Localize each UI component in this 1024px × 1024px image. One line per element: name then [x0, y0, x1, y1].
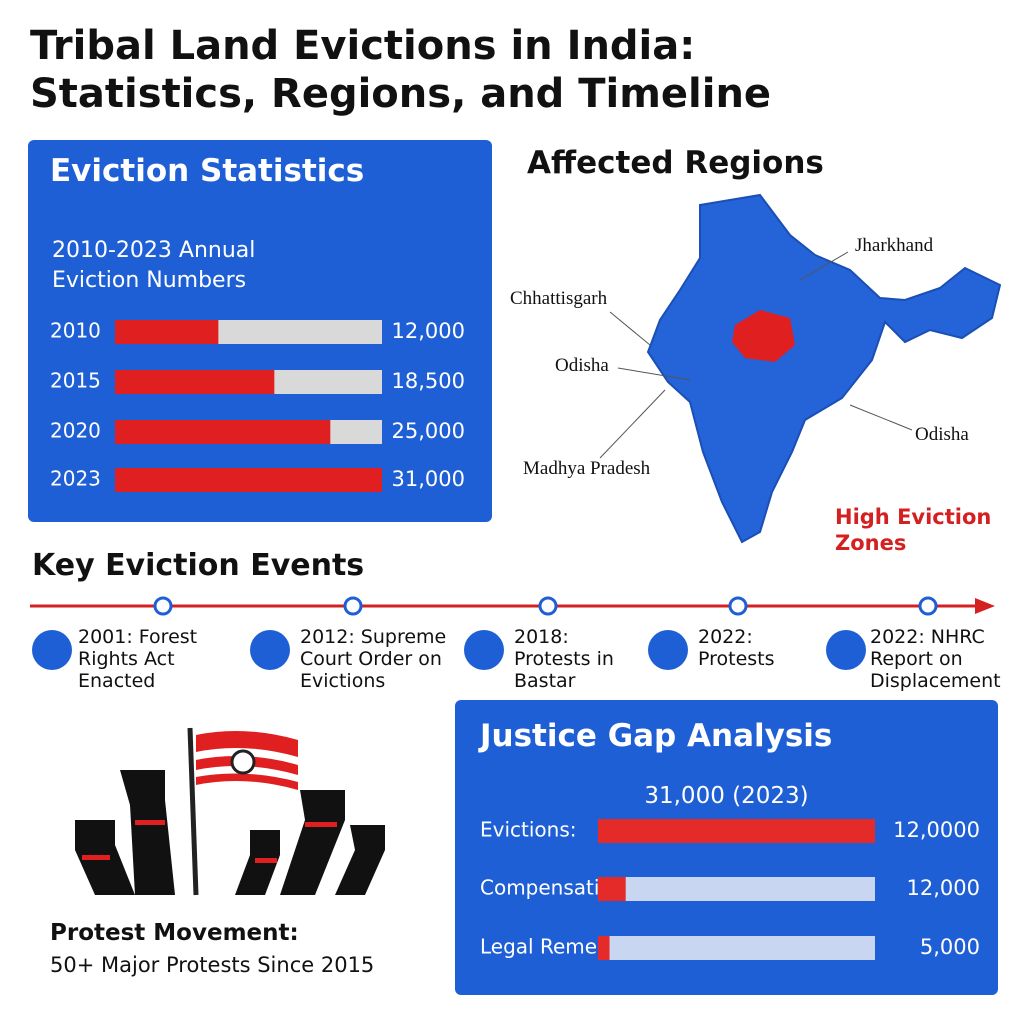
event-label: 2001: Forest Rights Act Enacted — [78, 626, 198, 692]
bar — [115, 370, 275, 394]
map-legend: High Eviction Zones — [835, 505, 992, 555]
event-icon — [648, 630, 688, 670]
timeline-title: Key Eviction Events — [32, 548, 365, 583]
value-label: 18,500 — [392, 369, 465, 393]
timeline-arrow — [975, 598, 995, 614]
bar — [598, 819, 875, 843]
title-line: Tribal Land Evictions in India: — [30, 23, 696, 69]
bar — [115, 420, 331, 444]
bar — [598, 877, 626, 901]
leader-line — [617, 367, 691, 381]
india-map — [646, 193, 1002, 544]
category-label: Evictions: — [480, 818, 577, 842]
leader-line — [599, 389, 666, 459]
protest-illustration — [75, 727, 385, 896]
timeline-dot — [728, 596, 748, 616]
bar — [598, 936, 610, 960]
leader-line — [799, 251, 849, 281]
event-label: 2022: NHRC Report on Displacement — [870, 626, 1001, 692]
chart-subtitle: 31,000 (2023) — [644, 783, 809, 809]
bar — [115, 320, 219, 344]
bar-track — [598, 936, 875, 960]
high-eviction-zone — [732, 310, 795, 362]
chart-subtitle: 2010-2023 Annual Eviction Numbers — [52, 238, 256, 293]
event-icon — [250, 630, 290, 670]
category-label: 2015 — [50, 369, 101, 393]
value-label: 12,000 — [392, 319, 465, 343]
leader-lines — [599, 251, 913, 459]
leader-line — [849, 404, 913, 431]
panel-title: Eviction Statistics — [50, 153, 365, 189]
map-label: Odisha — [555, 355, 609, 376]
map-label: Madhya Pradesh — [523, 458, 651, 479]
map-label: Chhattisgarh — [510, 288, 608, 309]
timeline-dots — [153, 596, 938, 616]
category-label: 2010 — [50, 319, 101, 343]
map-label: Jharkhand — [855, 235, 934, 256]
value-label: 12,000 — [907, 876, 980, 900]
protest-title: Protest Movement: — [50, 920, 299, 946]
bar — [115, 468, 382, 492]
timeline-dot — [343, 596, 363, 616]
justice-panel — [455, 700, 998, 995]
category-label: 2023 — [50, 467, 101, 491]
map-title: Affected Regions — [527, 145, 824, 181]
category-label: 2020 — [50, 419, 101, 443]
bar-track — [598, 877, 875, 901]
event-icon — [464, 630, 504, 670]
value-label: 25,000 — [392, 419, 465, 443]
event-icon — [826, 630, 866, 670]
leader-line — [609, 311, 651, 346]
event-label: 2018: Protests in Bastar — [514, 626, 614, 692]
page-title: Tribal Land Evictions in India: Statisti… — [30, 22, 930, 118]
value-label: 12,0000 — [893, 818, 980, 842]
protest-text: 50+ Major Protests Since 2015 — [50, 953, 375, 977]
map-label: Odisha — [915, 424, 969, 445]
value-label: 31,000 — [392, 467, 465, 491]
title-line: Statistics, Regions, and Timeline — [30, 71, 772, 117]
panel-title: Justice Gap Analysis — [480, 718, 833, 754]
timeline-dot — [153, 596, 173, 616]
timeline-dot — [918, 596, 938, 616]
event-label: 2022: Protests — [698, 626, 775, 670]
event-icons — [32, 630, 866, 670]
event-label: 2012: Supreme Court Order on Evictions — [300, 626, 447, 692]
value-label: 5,000 — [920, 935, 980, 959]
timeline-dot — [538, 596, 558, 616]
event-icon — [32, 630, 72, 670]
